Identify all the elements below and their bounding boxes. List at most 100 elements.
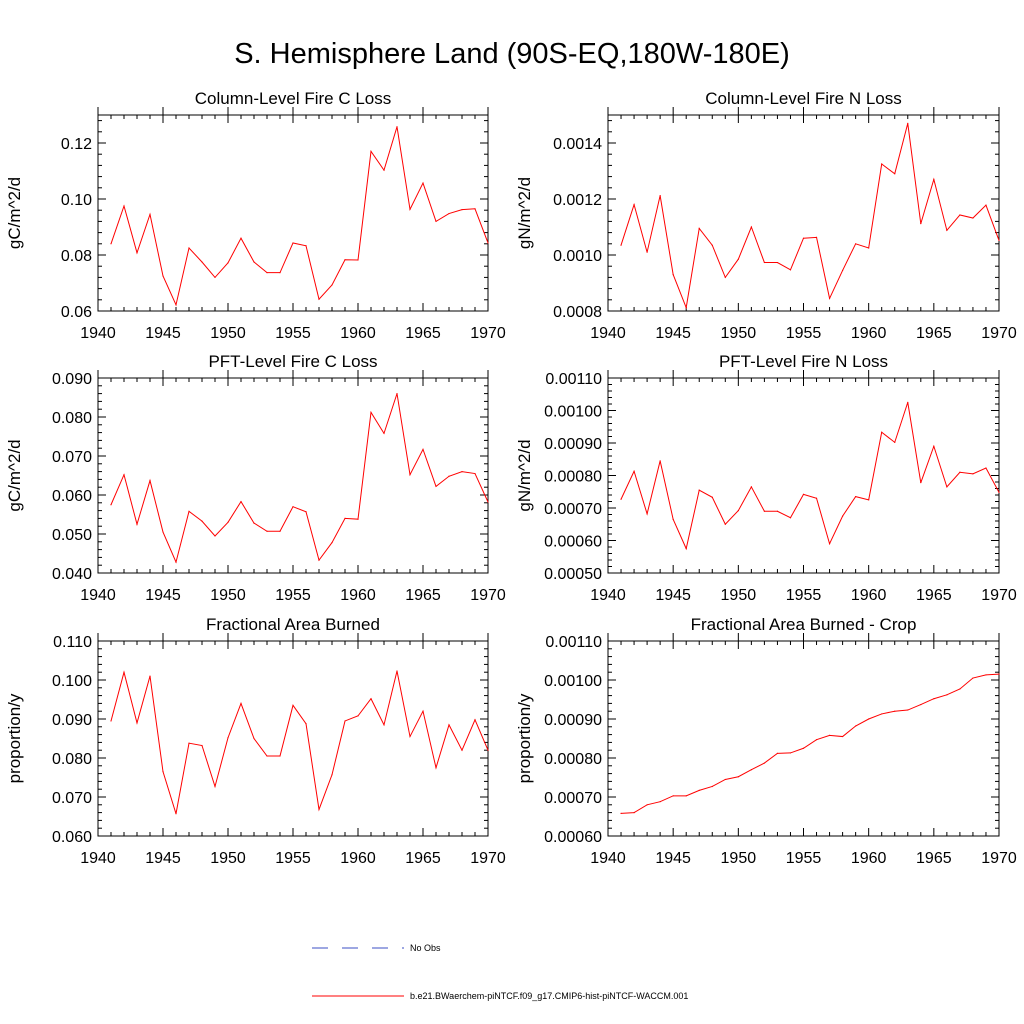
y-tick-label: 0.060	[52, 488, 92, 505]
data-point-1964	[409, 735, 411, 738]
data-point-1965	[422, 448, 424, 450]
data-point-1963	[396, 670, 398, 672]
y-tick-label: 0.080	[52, 410, 92, 427]
x-tick-label: 1940	[590, 850, 626, 867]
data-point-1948	[711, 244, 713, 246]
data-point-1942	[633, 204, 635, 206]
x-tick-label: 1965	[916, 325, 952, 342]
data-point-1967	[959, 214, 961, 216]
data-point-1969	[474, 472, 476, 475]
panel-title: Column-Level Fire N Loss	[705, 89, 902, 108]
data-point-1966	[435, 767, 437, 769]
y-tick-label: 0.070	[52, 790, 92, 807]
data-point-1946	[685, 307, 687, 309]
data-point-1960	[868, 718, 870, 720]
y-tick-label: 0.00060	[544, 534, 602, 551]
data-point-1962	[383, 432, 385, 434]
data-point-1965	[933, 178, 935, 180]
data-point-1942	[123, 671, 125, 673]
data-point-1947	[698, 789, 700, 791]
data-point-1967	[448, 212, 450, 215]
data-point-1958	[842, 735, 844, 738]
y-tick-label: 0.0008	[553, 304, 602, 321]
x-tick-label: 1960	[851, 325, 887, 342]
data-point-1952	[253, 261, 255, 263]
data-point-1952	[253, 522, 255, 524]
data-point-1951	[240, 237, 242, 239]
x-tick-label: 1970	[470, 325, 506, 342]
data-point-1968	[461, 209, 463, 211]
data-point-1958	[842, 515, 844, 517]
data-point-1943	[646, 804, 648, 806]
data-point-1967	[448, 475, 450, 477]
panel-column-fire-n-loss: 1940 1945 1950 1955 1960 1965 1970 0.0008 0.0010…	[515, 89, 1017, 342]
y-tick-label: 0.080	[52, 751, 92, 768]
y-tick-label: 0.10	[61, 192, 92, 209]
data-point-1961	[881, 431, 883, 433]
data-point-1944	[659, 195, 661, 197]
x-tick-label: 1970	[470, 850, 506, 867]
data-point-1949	[214, 276, 216, 278]
data-point-1961	[370, 150, 372, 152]
data-point-1943	[136, 252, 138, 254]
x-tick-label: 1960	[340, 325, 376, 342]
data-point-1953	[266, 272, 268, 274]
x-tick-label: 1965	[916, 850, 952, 867]
data-point-1969	[474, 208, 476, 210]
y-axis-label: gN/m^2/d	[515, 439, 534, 511]
data-point-1954	[279, 530, 281, 532]
y-tick-label: 0.08	[61, 248, 92, 265]
x-tick-label: 1945	[655, 587, 691, 604]
data-point-1966	[946, 229, 948, 231]
panel-title: Fractional Area Burned - Crop	[691, 615, 917, 634]
data-point-1969	[985, 204, 987, 206]
data-point-1950	[227, 262, 229, 264]
data-point-1970	[487, 242, 489, 244]
data-point-1960	[357, 518, 359, 520]
x-tick-label: 1940	[80, 325, 116, 342]
data-point-1954	[789, 752, 792, 754]
x-tick-label: 1960	[340, 587, 376, 604]
data-point-1949	[214, 535, 216, 537]
x-tick-label: 1955	[786, 587, 822, 604]
data-point-1964	[409, 208, 411, 210]
data-point-1968	[972, 677, 974, 679]
data-point-1970	[998, 491, 1000, 493]
data-point-1951	[750, 769, 752, 771]
data-point-1951	[750, 226, 752, 228]
data-point-1943	[646, 513, 648, 515]
x-tick-label: 1945	[145, 850, 181, 867]
data-point-1967	[959, 471, 961, 473]
data-point-1968	[461, 471, 463, 473]
data-point-1953	[266, 755, 268, 757]
data-point-1960	[357, 259, 359, 261]
data-point-1951	[750, 486, 752, 488]
panel-title: Column-Level Fire C Loss	[195, 89, 392, 108]
y-tick-label: 0.00070	[544, 501, 602, 518]
data-point-1941	[620, 812, 622, 814]
data-point-1945	[162, 275, 164, 277]
panel-column-fire-c-loss: 1940 1945 1950 1955 1960 1965 1970 0.06 0.08 0.10…	[5, 89, 506, 342]
data-point-1956	[305, 511, 307, 513]
data-point-1966	[946, 486, 948, 488]
data-point-1946	[175, 561, 177, 563]
data-point-1966	[435, 485, 437, 488]
panel-title: Fractional Area Burned	[206, 615, 380, 634]
x-tick-label: 1965	[916, 587, 952, 604]
x-tick-label: 1965	[405, 850, 441, 867]
y-tick-label: 0.090	[52, 371, 92, 388]
data-point-1957	[318, 559, 320, 561]
data-point-1959	[855, 725, 857, 727]
data-point-1947	[188, 247, 190, 249]
legend-obs-label: No Obs	[410, 943, 441, 953]
data-point-1953	[776, 261, 779, 264]
series-line	[110, 126, 489, 307]
data-point-1950	[227, 521, 229, 523]
x-tick-label: 1970	[981, 325, 1017, 342]
data-point-1946	[685, 795, 687, 797]
main-title: S. Hemisphere Land (90S-EQ,180W-180E)	[234, 38, 790, 70]
data-point-1958	[331, 284, 333, 286]
data-point-1943	[136, 523, 138, 525]
data-point-1960	[357, 715, 359, 717]
data-point-1965	[422, 182, 424, 184]
